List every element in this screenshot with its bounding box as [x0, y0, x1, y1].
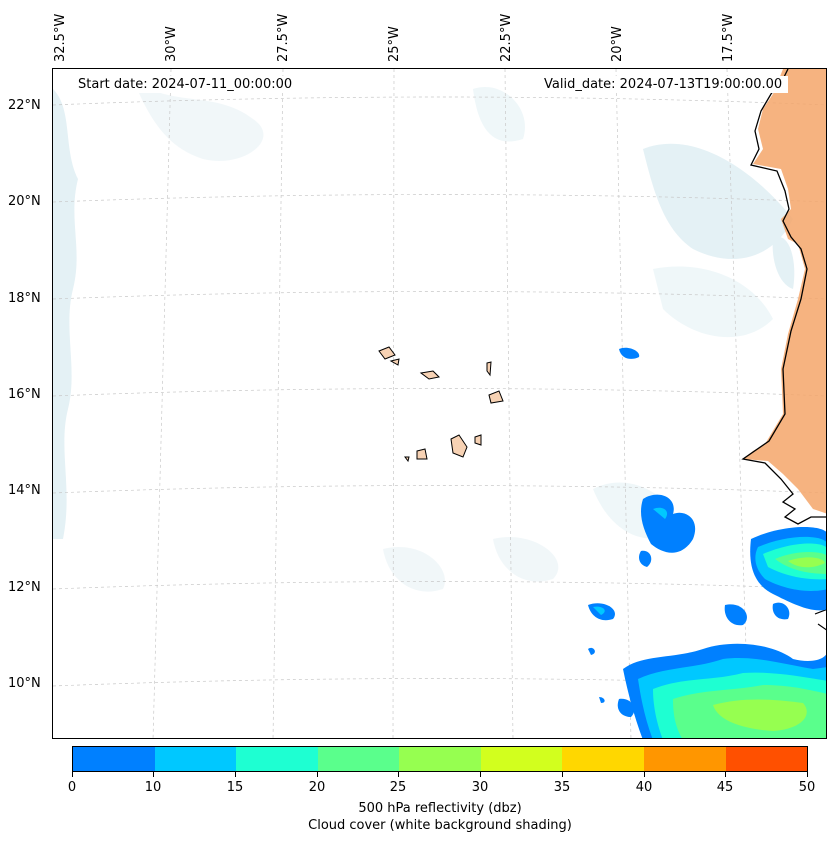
lon-label-27-5w: 27.5°W: [276, 13, 291, 62]
colorbar-label: 500 hPa reflectivity (dbz): [358, 801, 522, 816]
colorbar-tick: [644, 772, 645, 777]
lat-label-18n: 18°N: [8, 291, 41, 306]
map-panel: [52, 68, 827, 739]
island-sao-nicolau: [419, 370, 441, 380]
colorbar-tick-label-15: 15: [226, 780, 244, 795]
lat-label-10n: 10°N: [8, 676, 41, 691]
colorbar-tick-label-50: 50: [798, 780, 816, 795]
colorbar-segment-40-45: [643, 747, 726, 771]
colorbar-segment-35-40: [562, 747, 644, 771]
colorbar-tick: [725, 772, 726, 777]
lat-label-16n: 16°N: [8, 387, 41, 402]
colorbar-tick-label-0: 0: [67, 780, 77, 795]
lon-label-25w: 25°W: [387, 26, 402, 62]
lat-label-12n: 12°N: [8, 580, 41, 595]
graticule: [53, 69, 826, 738]
colorbar-tick: [72, 772, 73, 777]
start-date-label: Start date: 2024-07-11_00:00:00: [72, 76, 299, 93]
lat-label-14n: 14°N: [8, 483, 41, 498]
lon-label-17-5w: 17.5°W: [721, 13, 736, 62]
colorbar-segment-0-10: [73, 747, 155, 771]
lon-label-22-5w: 22.5°W: [499, 13, 514, 62]
colorbar-tick-label-10: 10: [144, 780, 162, 795]
colorbar-tick: [807, 772, 808, 777]
colorbar-tick: [153, 772, 154, 777]
island-santo-antao: [378, 346, 396, 360]
map-canvas: [53, 69, 826, 738]
island-sao-vicente: [389, 358, 400, 366]
island-santiago: [450, 434, 468, 458]
colorbar-tick: [317, 772, 318, 777]
colorbar-tick-label-40: 40: [635, 780, 653, 795]
colorbar-tick-label-30: 30: [471, 780, 489, 795]
colorbar-segment-25-30: [399, 747, 481, 771]
colorbar-segment-10-15: [154, 747, 237, 771]
colorbar-tick-label-45: 45: [716, 780, 734, 795]
colorbar-tick: [480, 772, 481, 777]
lon-label-20w: 20°W: [610, 26, 625, 62]
lat-label-22n: 22°N: [8, 98, 41, 113]
colorbar-segment-30-35: [480, 747, 563, 771]
lon-label-30w: 30°W: [164, 26, 179, 62]
island-sal: [486, 361, 492, 377]
reflectivity-colorbar: [72, 746, 808, 772]
valid-date-label: Valid_date: 2024-07-13T19:00:00.00: [538, 76, 789, 93]
lon-label-32-5w: 32.5°W: [53, 13, 68, 62]
colorbar-tick-label-35: 35: [553, 780, 571, 795]
cape-verde-islands: [378, 346, 504, 463]
colorbar-tick-label-25: 25: [389, 780, 407, 795]
island-brava: [404, 456, 410, 463]
island-fogo: [416, 448, 428, 460]
lat-label-20n: 20°N: [8, 194, 41, 209]
colorbar-sublabel: Cloud cover (white background shading): [308, 818, 572, 833]
reflectivity-contours: [588, 347, 826, 738]
colorbar-tick: [235, 772, 236, 777]
colorbar-tick-label-20: 20: [308, 780, 326, 795]
colorbar-tick: [398, 772, 399, 777]
colorbar-tick: [562, 772, 563, 777]
colorbar-segment-15-20: [236, 747, 318, 771]
colorbar-segment-45-50: [725, 747, 808, 771]
island-boa-vista: [488, 390, 504, 404]
island-maio: [474, 434, 482, 446]
colorbar-segment-20-25: [317, 747, 400, 771]
